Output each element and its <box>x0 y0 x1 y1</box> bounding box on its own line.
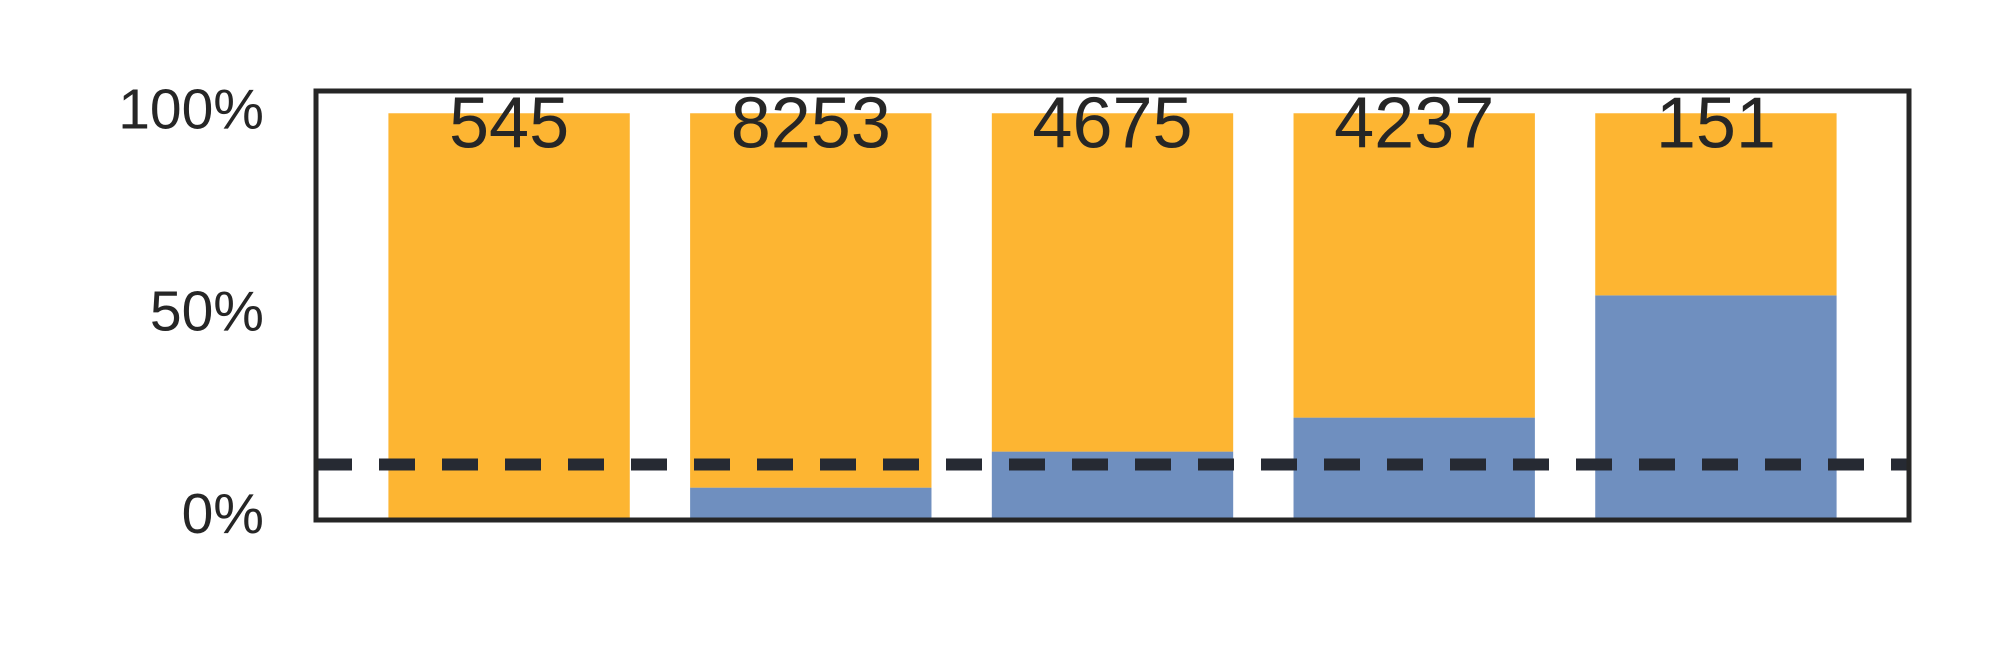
bar-segment <box>388 113 630 518</box>
bar-segment <box>1595 295 1837 518</box>
y-tick-label: 100% <box>118 77 264 141</box>
bar-segment <box>1293 113 1535 418</box>
y-tick-label: 50% <box>150 280 264 344</box>
y-tick-label: 0% <box>182 482 264 546</box>
bar-label: 4237 <box>1334 83 1494 163</box>
bar-segment <box>991 113 1234 452</box>
bar-label: 4675 <box>1032 83 1192 163</box>
bar-label: 8253 <box>731 83 891 163</box>
bar-segment <box>690 113 932 488</box>
bar-segment <box>690 487 932 518</box>
bar-label: 545 <box>449 83 569 163</box>
bar-segment <box>1595 113 1837 296</box>
bar-label: 151 <box>1656 83 1776 163</box>
plot-frame <box>313 88 1912 523</box>
